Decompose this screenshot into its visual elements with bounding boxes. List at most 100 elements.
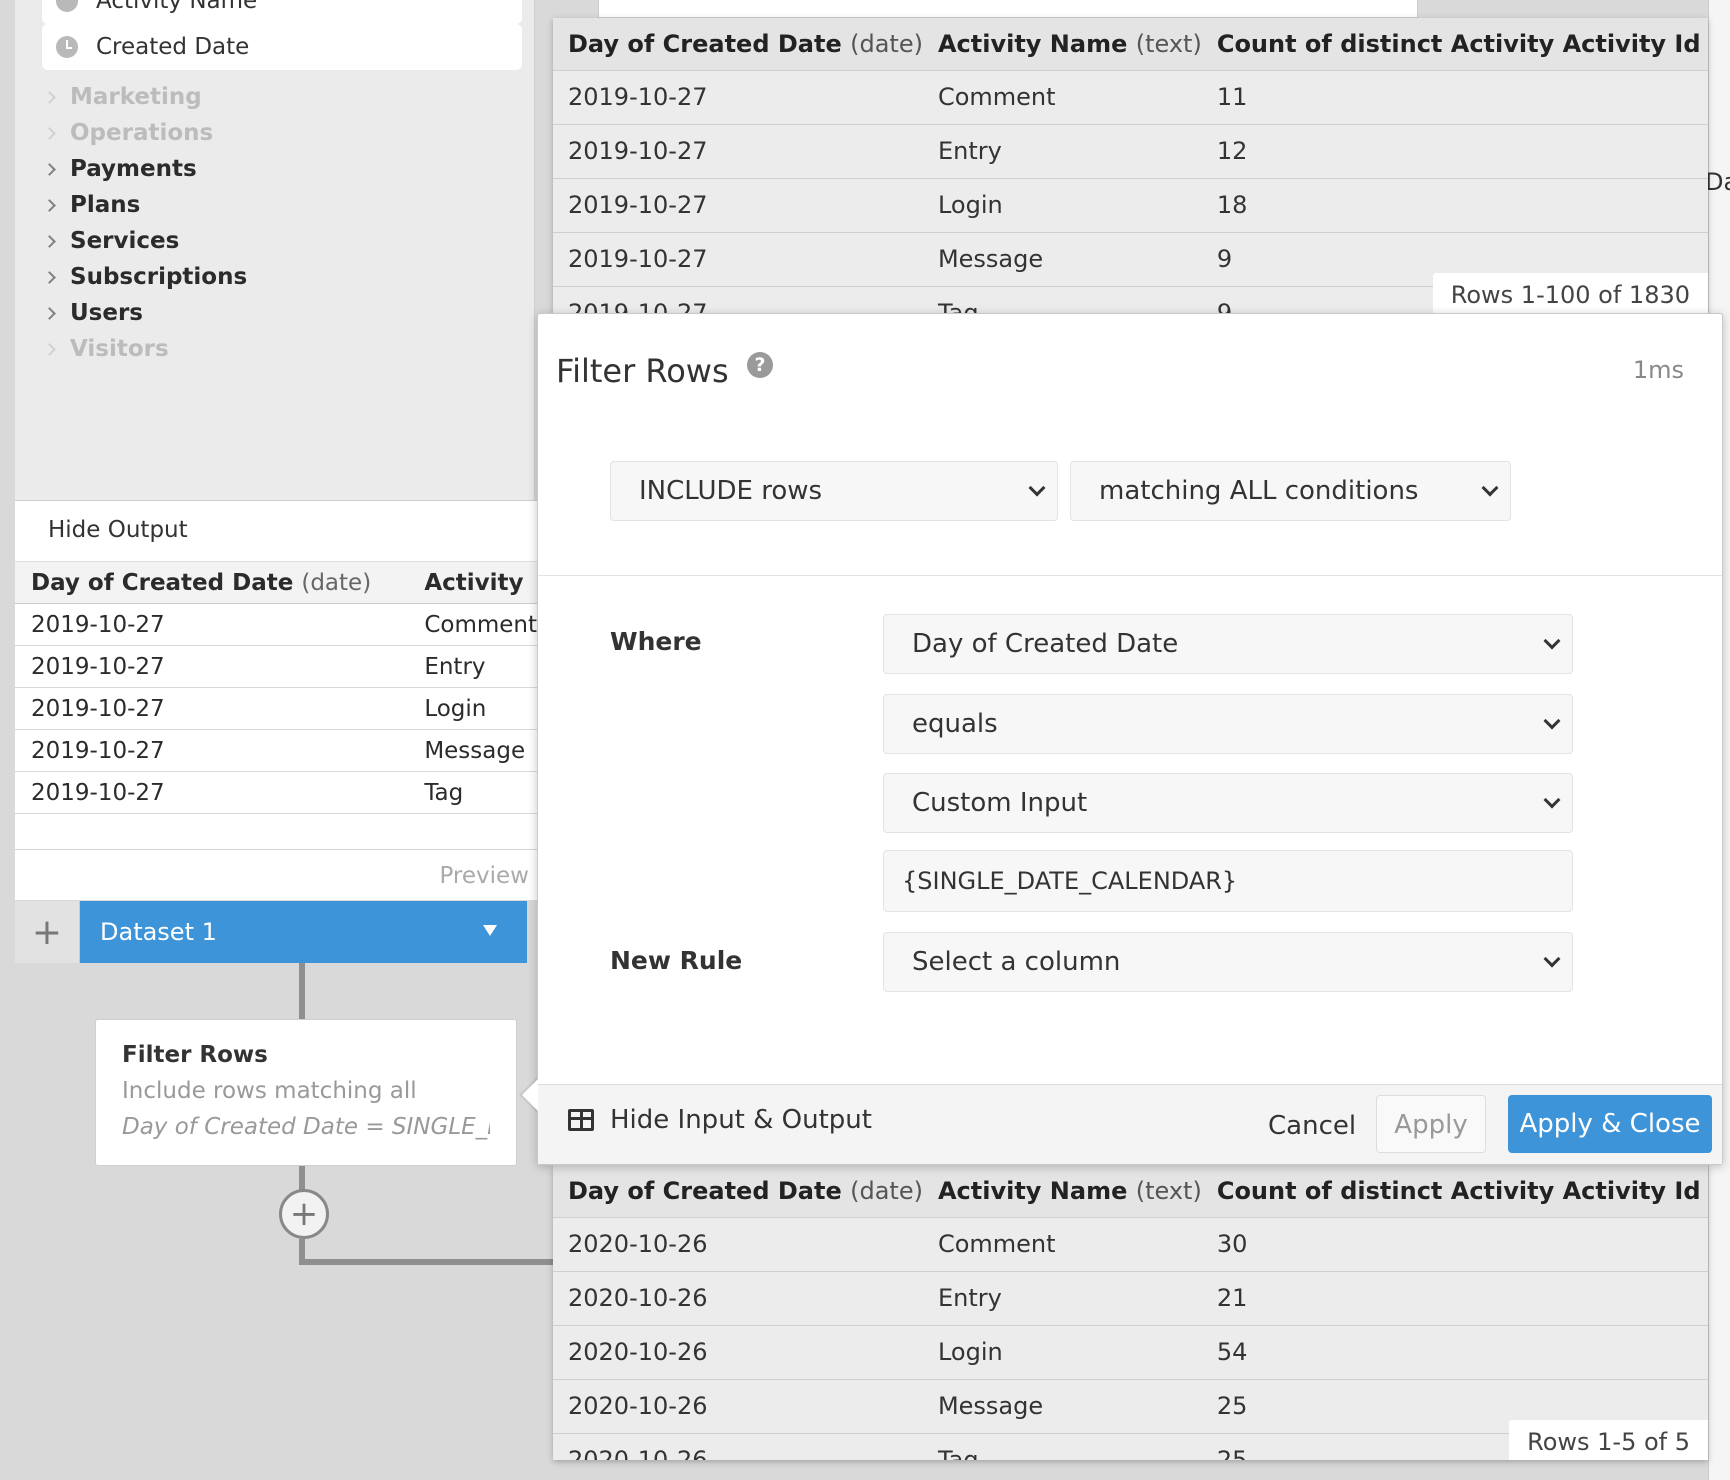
text-type-icon	[56, 0, 78, 12]
chevron-down-icon	[1543, 950, 1561, 968]
field-activity-name[interactable]: Activity Name	[42, 0, 522, 24]
category-label: Services	[70, 228, 180, 254]
pipeline-connector	[299, 1239, 305, 1265]
dataset-tab[interactable]: Dataset 1	[80, 901, 527, 963]
table-cell: 2020-10-26	[553, 1378, 923, 1433]
column-header[interactable]: Activity	[408, 561, 537, 604]
chevron-right-icon	[43, 162, 56, 176]
plus-icon: +	[289, 1194, 319, 1234]
table-row: 2019-10-27 Entry 12	[553, 123, 1708, 178]
table-cell: 30	[1201, 1216, 1708, 1271]
select-value: INCLUDE rows	[639, 476, 823, 506]
column-header-name: Day of Created Date	[568, 1176, 842, 1205]
select-value: Custom Input	[912, 788, 1088, 818]
category-users[interactable]: Users	[43, 296, 143, 330]
filter-step-card[interactable]: Filter Rows Include rows matching all Da…	[95, 1019, 517, 1166]
output-preview-panel: Hide Output Day of Created Date (date) A…	[15, 500, 537, 900]
table-cell: 11	[1201, 69, 1708, 124]
category-services[interactable]: Services	[43, 224, 180, 258]
new-rule-column-select[interactable]: Select a column	[883, 932, 1573, 992]
background-panel-strip	[598, 0, 1418, 18]
category-subscriptions[interactable]: Subscriptions	[43, 260, 248, 294]
cancel-button[interactable]: Cancel	[1268, 1111, 1357, 1141]
dataset-name: Dataset 1	[100, 918, 217, 946]
pipeline-connector	[299, 963, 305, 1019]
column-header[interactable]: Day of Created Date (date)	[553, 18, 923, 70]
table-cell: Tag	[408, 771, 537, 814]
include-mode-select[interactable]: INCLUDE rows	[610, 461, 1058, 521]
table-cell: 2020-10-26	[553, 1432, 923, 1460]
column-header[interactable]: Day of Created Date (date)	[553, 1165, 923, 1217]
hide-input-output-toggle[interactable]: Hide Input & Output	[568, 1105, 872, 1135]
select-value: Day of Created Date	[912, 629, 1179, 659]
category-label: Operations	[70, 120, 214, 146]
column-header[interactable]: Day of Created Date (date)	[15, 561, 409, 604]
table-cell: 2020-10-26	[553, 1270, 923, 1325]
table-cell: 2020-10-26	[553, 1216, 923, 1271]
table-cell: 18	[1201, 177, 1708, 232]
table-row: 2019-10-27 Login 18	[553, 177, 1708, 232]
table-cell: 2019-10-27	[553, 285, 923, 313]
chevron-right-icon	[43, 90, 56, 104]
value-type-select[interactable]: Custom Input	[883, 773, 1573, 833]
step-subtitle: Include rows matching all	[122, 1078, 417, 1104]
table-row: 2020-10-26 Message 25	[553, 1378, 1708, 1433]
add-dataset-button[interactable]: +	[15, 901, 80, 963]
table-row: 2019-10-27 Message	[15, 729, 537, 772]
dropdown-triangle-icon[interactable]	[483, 925, 497, 936]
chevron-down-icon	[1481, 479, 1499, 497]
chevron-right-icon	[43, 342, 56, 356]
table-cell: 12	[1201, 123, 1708, 178]
table-cell: 2019-10-27	[15, 603, 409, 646]
column-header-name: Count of distinct Activity Activity Id	[1216, 1176, 1701, 1205]
column-header[interactable]: Activity Name (text)	[922, 18, 1202, 70]
column-select[interactable]: Day of Created Date	[883, 614, 1573, 674]
apply-button[interactable]: Apply	[1376, 1095, 1486, 1153]
operator-select[interactable]: equals	[883, 694, 1573, 754]
custom-value-input[interactable]	[883, 850, 1573, 912]
category-marketing[interactable]: Marketing	[43, 80, 202, 114]
modal-title: Filter Rows	[556, 352, 729, 390]
category-label: Subscriptions	[70, 264, 248, 290]
plus-icon: +	[31, 911, 63, 953]
timing-label: 1ms	[1632, 356, 1684, 384]
category-operations[interactable]: Operations	[43, 116, 214, 150]
table-row: 2020-10-26 Login 54	[553, 1324, 1708, 1379]
column-header-name: Activity	[424, 569, 524, 596]
category-payments[interactable]: Payments	[43, 152, 197, 186]
category-plans[interactable]: Plans	[43, 188, 140, 222]
select-value: equals	[912, 709, 998, 739]
category-visitors[interactable]: Visitors	[43, 332, 169, 366]
toggle-label: Hide Input & Output	[610, 1105, 872, 1135]
preview-label: Preview	[15, 849, 537, 901]
table-cell: 2019-10-27	[15, 687, 409, 730]
field-created-date[interactable]: Created Date	[42, 24, 522, 70]
table-cell: Message	[922, 231, 1202, 286]
clock-icon	[56, 36, 78, 58]
select-value: matching ALL conditions	[1099, 476, 1419, 506]
table-cell: 2019-10-27	[553, 69, 923, 124]
table-cell: 2019-10-27	[553, 123, 923, 178]
column-header[interactable]: Activity Name (text)	[922, 1165, 1202, 1217]
chevron-right-icon	[43, 126, 56, 140]
field-browser-panel: Activity Name Created Date Marketing Ope…	[15, 0, 535, 500]
table-header-row: Day of Created Date (date) Activity	[15, 561, 537, 604]
output-row-count: Rows 1-5 of 5	[1509, 1420, 1708, 1460]
input-table-panel: Day of Created Date (date) Activity Name…	[553, 18, 1708, 313]
add-step-button[interactable]: +	[279, 1189, 329, 1239]
table-cell: 2019-10-27	[15, 771, 409, 814]
output-preview-table: Day of Created Date (date) Activity 2019…	[15, 561, 537, 814]
output-table-panel: Day of Created Date (date) Activity Name…	[553, 1165, 1708, 1460]
hide-output-toggle[interactable]: Hide Output	[48, 517, 188, 543]
match-mode-select[interactable]: matching ALL conditions	[1070, 461, 1511, 521]
table-cell: 21	[1201, 1270, 1708, 1325]
divider	[538, 575, 1722, 576]
chevron-right-icon	[43, 198, 56, 212]
column-header[interactable]: Count of distinct Activity Activity Id (…	[1201, 1165, 1708, 1217]
table-cell: Comment	[922, 1216, 1202, 1271]
column-header[interactable]: Count of distinct Activity Activity Id (…	[1201, 18, 1708, 70]
column-header-name: Activity Name	[937, 1176, 1128, 1205]
column-header-type: (date)	[850, 1176, 923, 1205]
apply-and-close-button[interactable]: Apply & Close	[1508, 1095, 1712, 1153]
help-icon[interactable]: ?	[747, 352, 773, 378]
